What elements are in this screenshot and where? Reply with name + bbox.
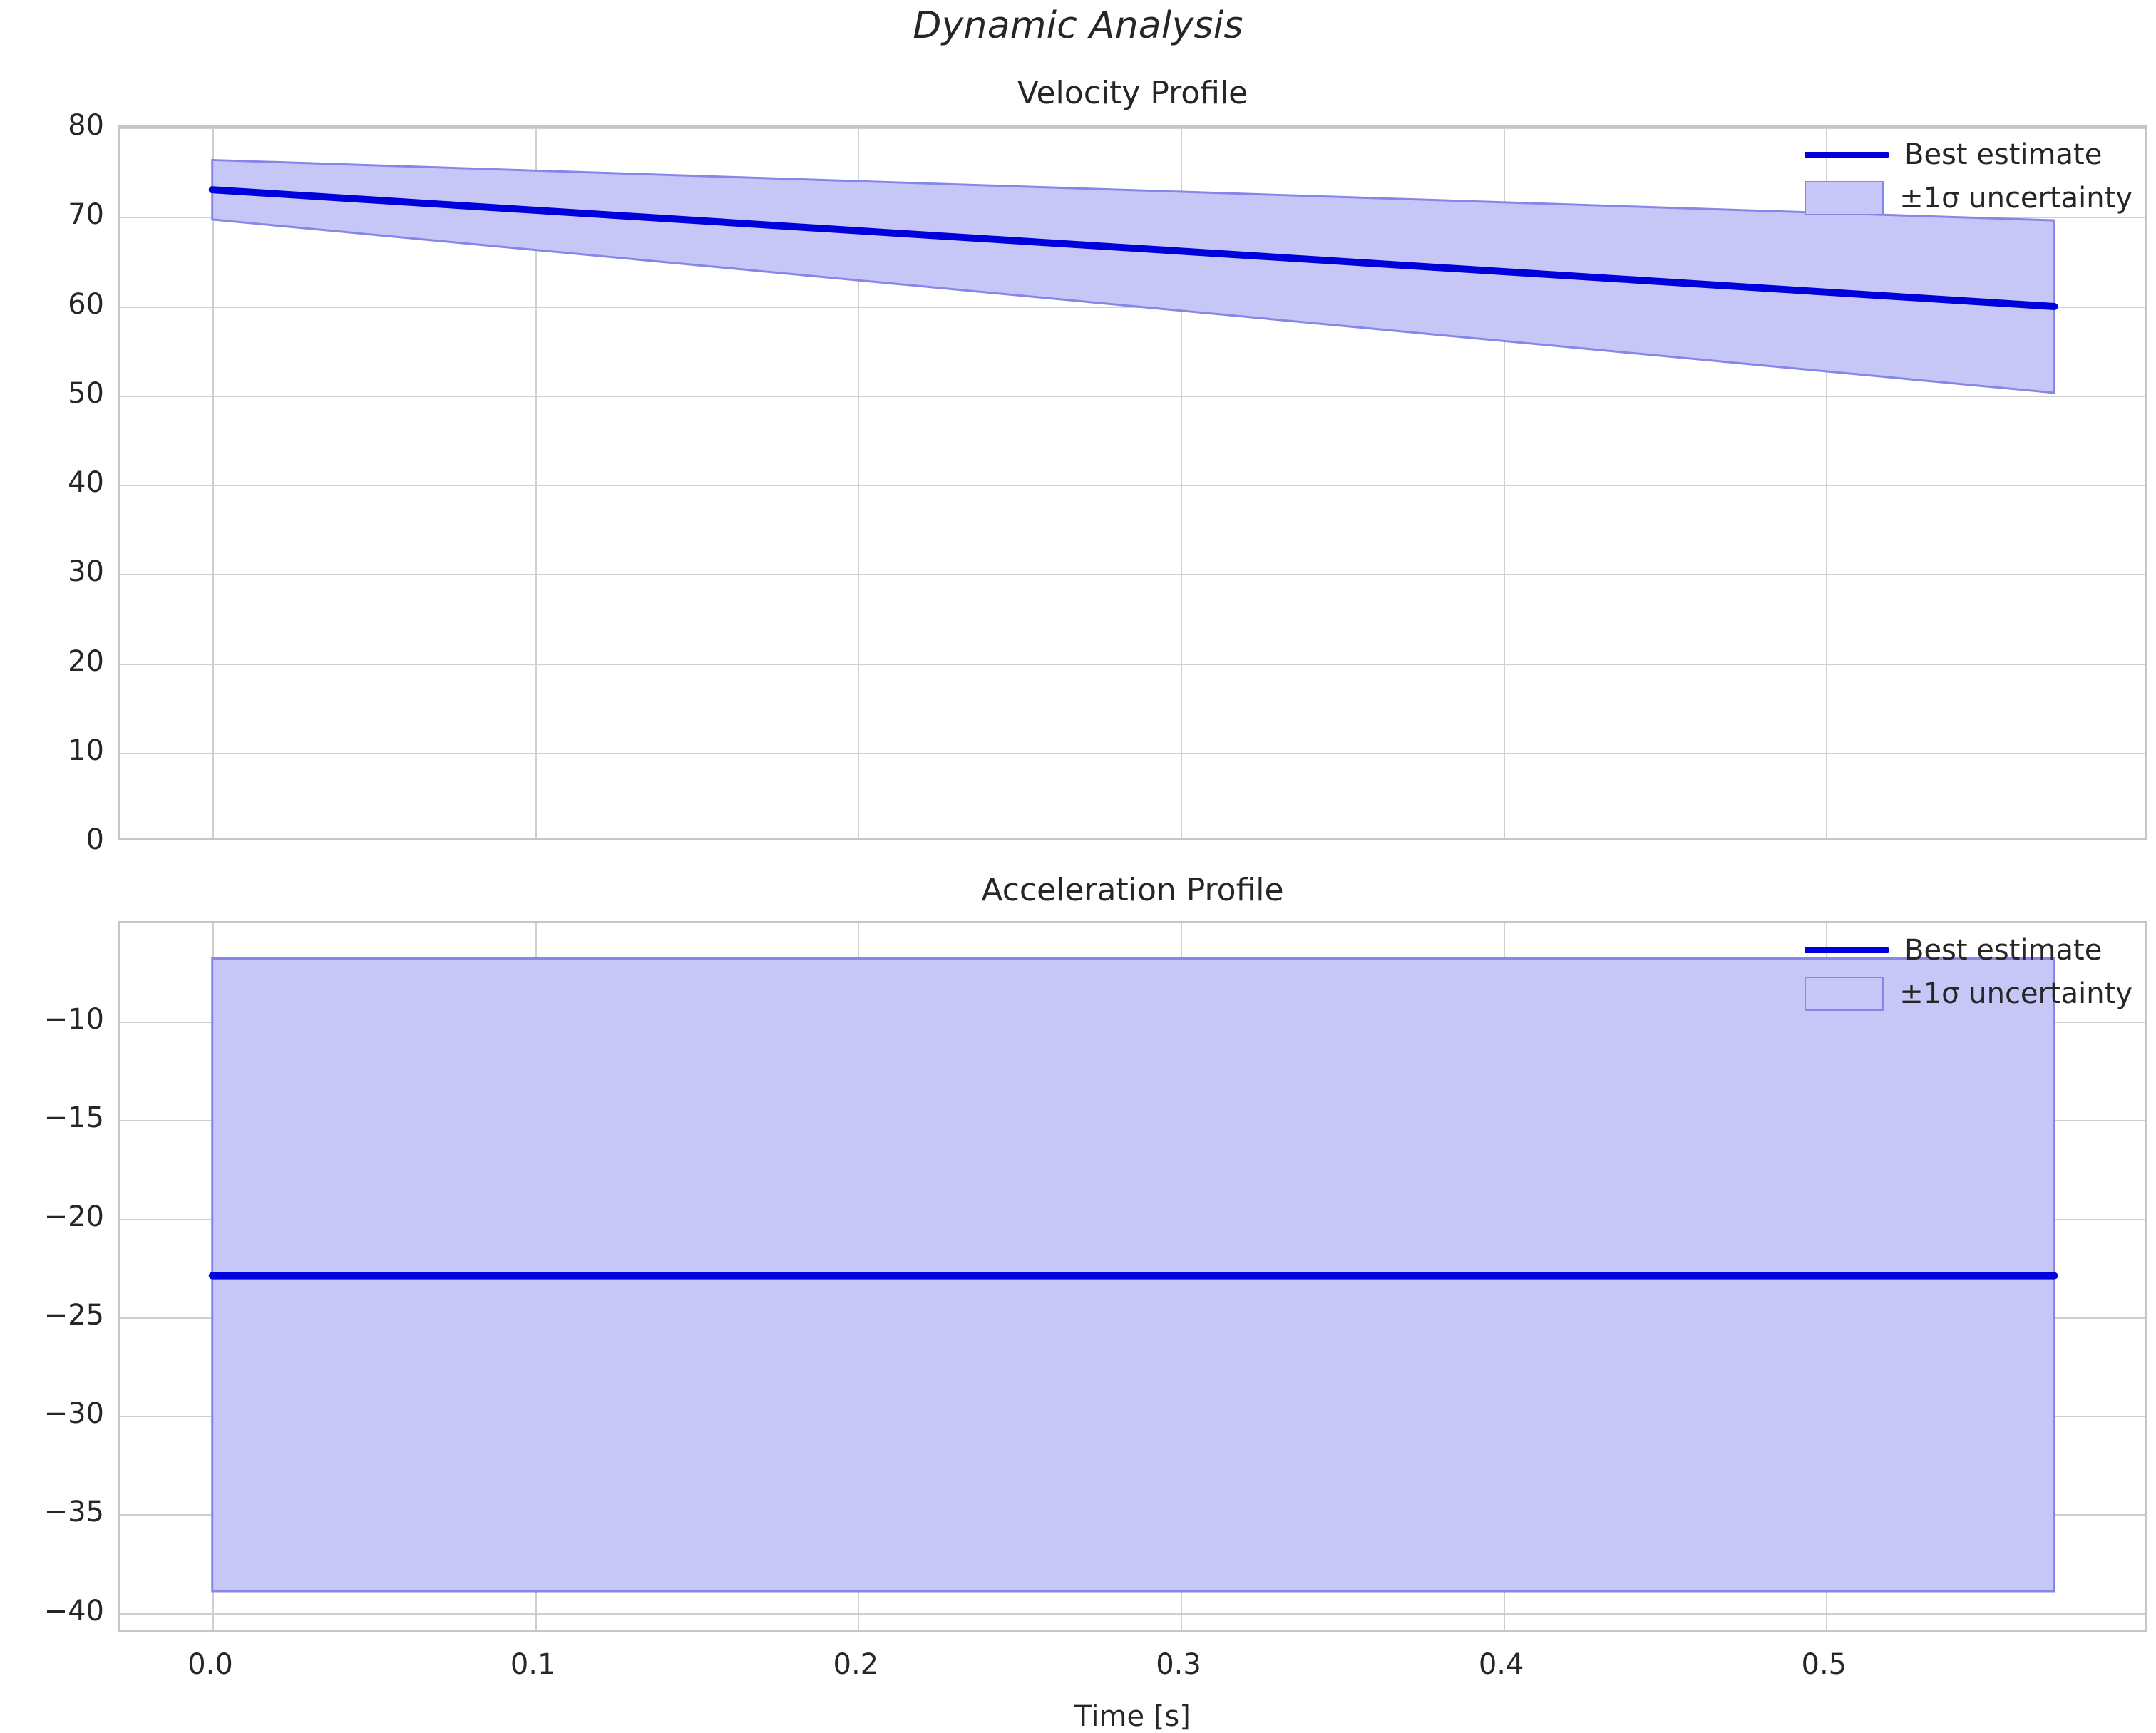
- series-polyline: [208, 186, 2058, 310]
- y-tick-label: −35: [43, 1496, 104, 1529]
- velocity-plot-area: [118, 125, 2147, 840]
- acceleration-plot-area: [118, 921, 2147, 1632]
- legend-label-uncertainty: ±1σ uncertainty: [1899, 977, 2132, 1010]
- x-tick-label: 0.0: [188, 1648, 233, 1681]
- gridline-vertical: [1826, 128, 1828, 838]
- gridline-horizontal: [120, 395, 2145, 397]
- gridline-horizontal: [120, 128, 2145, 129]
- y-tick-label: −10: [43, 1003, 104, 1037]
- legend-patch-swatch-icon: [1805, 977, 1884, 1011]
- x-tick-label: 0.3: [1156, 1648, 1201, 1681]
- y-tick-label: −20: [43, 1200, 104, 1233]
- gridline-vertical: [858, 128, 860, 838]
- y-tick-label: 30: [68, 555, 104, 589]
- y-tick-label: −30: [43, 1397, 104, 1431]
- y-tick-label: −40: [43, 1594, 104, 1627]
- best-estimate-line-acceleration: [208, 1272, 2058, 1280]
- legend-item-best-estimate: Best estimate: [1805, 138, 2132, 171]
- gridline-horizontal: [120, 485, 2145, 486]
- legend-label-best-estimate: Best estimate: [1904, 138, 2103, 171]
- gridline-vertical: [1181, 128, 1182, 838]
- x-tick-label: 0.5: [1801, 1648, 1847, 1681]
- legend-label-best-estimate: Best estimate: [1904, 934, 2103, 967]
- x-tick-label: 0.1: [510, 1648, 556, 1681]
- gridline-horizontal: [120, 663, 2145, 665]
- legend-line-swatch-icon: [1805, 152, 1889, 158]
- y-tick-label: 70: [68, 198, 104, 232]
- gridline-vertical: [1503, 128, 1505, 838]
- legend-item-uncertainty: ±1σ uncertainty: [1805, 181, 2132, 215]
- y-tick-label: 20: [68, 644, 104, 678]
- gridline-horizontal: [120, 752, 2145, 754]
- y-tick-label: −15: [43, 1101, 104, 1135]
- legend-item-best-estimate: Best estimate: [1805, 934, 2132, 967]
- y-tick-label: 50: [68, 376, 104, 410]
- figure-suptitle: Dynamic Analysis: [913, 4, 1243, 47]
- gridline-vertical: [535, 128, 537, 838]
- legend-velocity: Best estimate ±1σ uncertainty: [1805, 138, 2132, 215]
- y-tick-label: −25: [43, 1298, 104, 1332]
- x-tick-label: 0.4: [1478, 1648, 1524, 1681]
- chart-title-acceleration: Acceleration Profile: [981, 872, 1284, 908]
- best-estimate-line-velocity: [208, 186, 2058, 310]
- legend-patch-swatch-icon: [1805, 181, 1884, 215]
- x-axis-label-acceleration: Time [s]: [1074, 1700, 1191, 1733]
- y-tick-label: 40: [68, 466, 104, 499]
- y-tick-label: 60: [68, 287, 104, 321]
- gridline-horizontal: [120, 574, 2145, 576]
- legend-item-uncertainty: ±1σ uncertainty: [1805, 977, 2132, 1011]
- gridline-horizontal: [120, 1613, 2145, 1615]
- legend-label-uncertainty: ±1σ uncertainty: [1899, 182, 2132, 215]
- legend-acceleration: Best estimate ±1σ uncertainty: [1805, 934, 2132, 1011]
- chart-title-velocity: Velocity Profile: [1017, 75, 1248, 111]
- y-tick-label: 10: [68, 734, 104, 767]
- gridline-vertical: [212, 128, 214, 838]
- legend-line-swatch-icon: [1805, 947, 1889, 953]
- y-tick-label: 0: [86, 823, 104, 856]
- x-tick-label: 0.2: [833, 1648, 879, 1681]
- y-tick-label: 80: [68, 109, 104, 142]
